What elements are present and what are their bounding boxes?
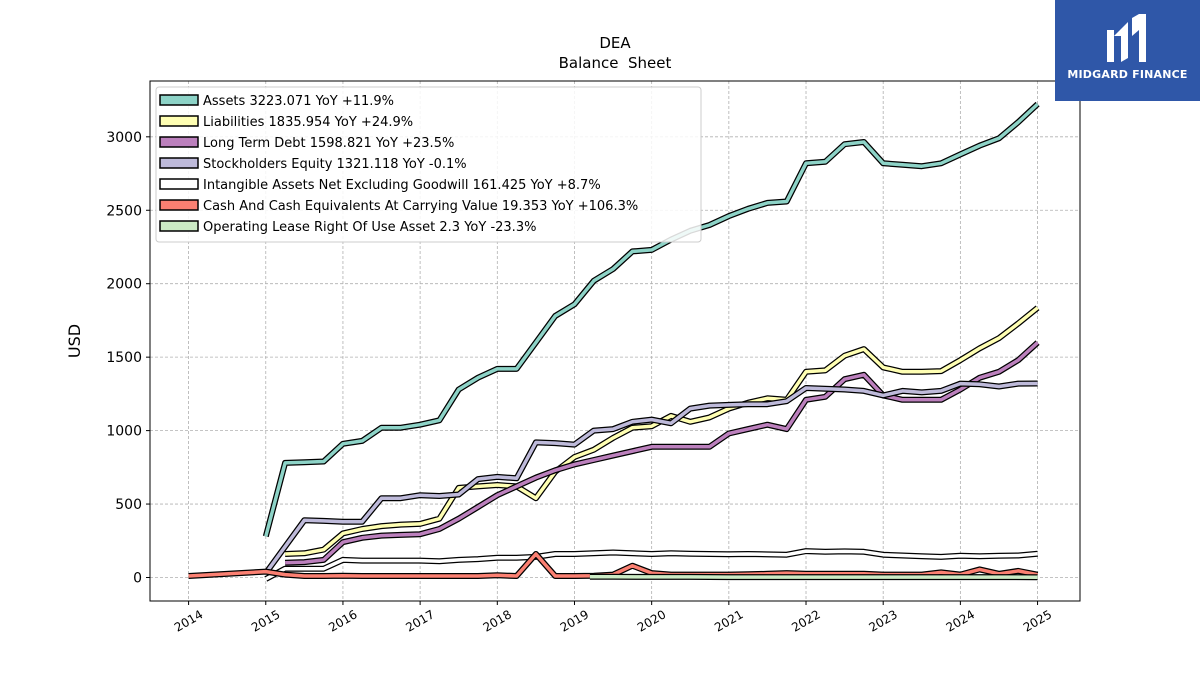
x-tick-label: 2014 <box>172 607 205 634</box>
legend-label: Long Term Debt 1598.821 YoY +23.5% <box>203 136 454 151</box>
series-stockholders-equity <box>263 380 1038 575</box>
y-tick-label: 3000 <box>106 130 142 146</box>
series-layer <box>188 101 1040 582</box>
x-tick-label: 2023 <box>866 607 899 634</box>
legend-swatch <box>159 178 199 190</box>
legend-swatch <box>159 115 199 127</box>
x-tick-label: 2025 <box>1021 607 1054 634</box>
y-tick-label: 0 <box>133 570 142 586</box>
series-long-term-debt <box>284 340 1040 566</box>
legend-label: Intangible Assets Net Excluding Goodwill… <box>203 178 601 193</box>
legend-swatch <box>159 199 199 211</box>
legend-label: Operating Lease Right Of Use Asset 2.3 Y… <box>203 220 536 235</box>
legend-label: Cash And Cash Equivalents At Carrying Va… <box>203 199 638 214</box>
legend-item: Cash And Cash Equivalents At Carrying Va… <box>159 199 638 214</box>
chart-title: DEA <box>599 34 631 52</box>
x-tick-label: 2021 <box>712 607 745 634</box>
x-tick-label: 2018 <box>481 607 514 634</box>
legend-swatch <box>159 94 199 106</box>
series-line <box>264 381 1038 575</box>
y-tick-label: 500 <box>115 497 142 513</box>
series-outline <box>284 340 1040 566</box>
series-line <box>285 341 1039 565</box>
legend-item: Operating Lease Right Of Use Asset 2.3 Y… <box>159 220 536 235</box>
x-tick-label: 2020 <box>635 607 668 634</box>
brand-name: MIDGARD FINANCE <box>1067 68 1188 81</box>
y-tick-label: 1000 <box>106 424 142 440</box>
y-axis-label: USD <box>65 324 84 358</box>
series-intangible-assets-net-excluding-goodwill <box>264 548 1038 582</box>
x-tick-label: 2024 <box>944 607 977 634</box>
x-axis: 2014 2015 2016 2017 2018 2019 2020 2021 2022 2023… <box>172 601 1054 635</box>
x-tick-label: 2017 <box>403 607 436 634</box>
legend-box <box>155 86 702 243</box>
y-axis: 0 500 1000 1500 2000 2500 3000 <box>106 130 150 586</box>
legend-swatch <box>159 136 199 148</box>
legend-swatch <box>159 220 199 232</box>
series-line <box>264 102 1039 537</box>
legend-label: Assets 3223.071 YoY +11.9% <box>203 94 394 109</box>
legend-item: Stockholders Equity 1321.118 YoY -0.1% <box>159 157 467 172</box>
legend: Assets 3223.071 YoY +11.9% Liabilities 18… <box>155 86 702 243</box>
x-tick-label: 2016 <box>326 607 359 634</box>
legend-item: Intangible Assets Net Excluding Goodwill… <box>159 178 601 193</box>
legend-item: Long Term Debt 1598.821 YoY +23.5% <box>159 136 454 151</box>
x-tick-label: 2019 <box>558 607 591 634</box>
legend-item: Assets 3223.071 YoY +11.9% <box>159 94 394 109</box>
legend-swatch <box>159 157 199 169</box>
chart-subtitle: Balance Sheet <box>559 54 672 72</box>
legend-item: Liabilities 1835.954 YoY +24.9% <box>159 115 413 130</box>
y-tick-label: 1500 <box>106 350 142 366</box>
brand-logo: MIDGARD FINANCE <box>1055 0 1200 101</box>
series-assets <box>262 101 1040 538</box>
series-line <box>264 549 1038 581</box>
y-tick-label: 2000 <box>106 277 142 293</box>
legend-label: Stockholders Equity 1321.118 YoY -0.1% <box>203 157 467 172</box>
x-tick-label: 2015 <box>249 607 282 634</box>
plot-frame <box>149 80 1081 602</box>
legend-label: Liabilities 1835.954 YoY +24.9% <box>203 115 413 130</box>
x-tick-label: 2022 <box>789 607 822 634</box>
y-tick-label: 2500 <box>106 203 142 219</box>
midgard-logo-icon <box>1107 14 1146 62</box>
